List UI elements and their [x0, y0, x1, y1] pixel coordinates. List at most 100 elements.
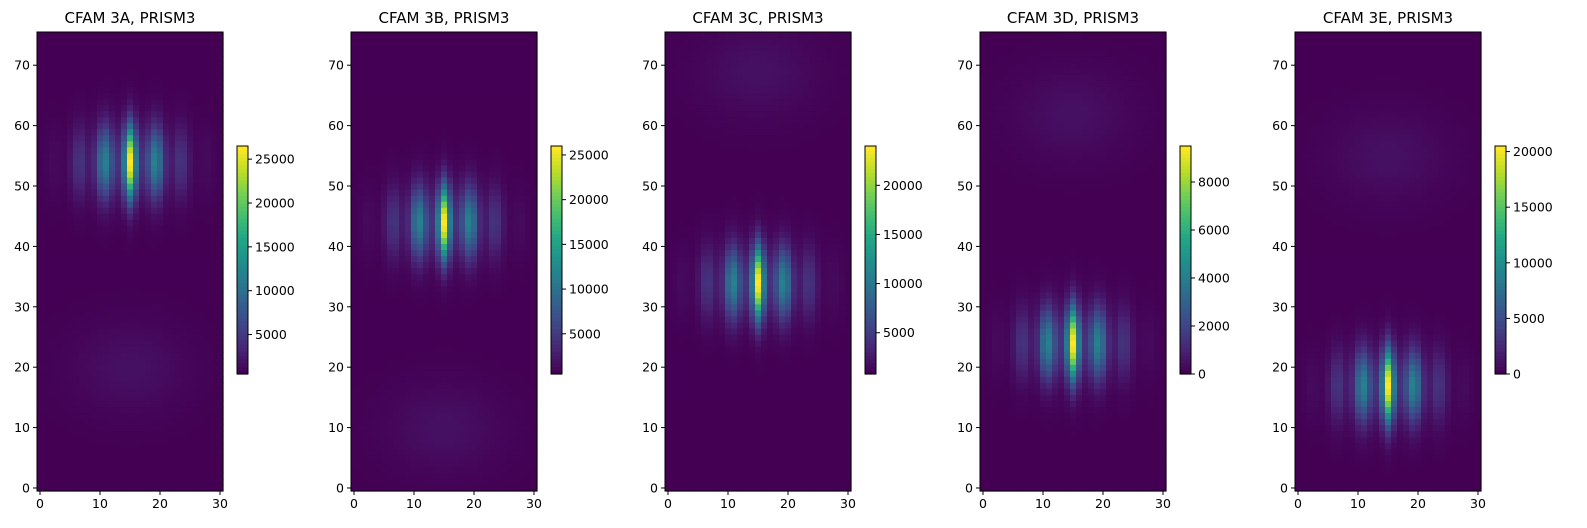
heatmap-cell — [393, 219, 400, 226]
heatmap-cell — [435, 394, 442, 402]
heatmap-cell — [175, 267, 182, 275]
heatmap-cell — [507, 400, 514, 408]
heatmap-cell — [67, 285, 74, 293]
heatmap-cell — [73, 315, 80, 323]
heatmap-cell — [507, 442, 514, 450]
heatmap-cell — [127, 303, 134, 311]
heatmap-cell — [447, 430, 454, 438]
heatmap-cell — [363, 176, 370, 184]
heatmap-cell — [501, 249, 508, 257]
heatmap-cell — [193, 484, 200, 492]
heatmap-cell — [393, 110, 400, 118]
heatmap-cell — [193, 327, 200, 335]
heatmap-cell — [501, 62, 508, 69]
heatmap-cell — [677, 472, 684, 480]
heatmap-cell — [121, 44, 128, 51]
heatmap-cell — [199, 62, 206, 69]
heatmap-cell — [471, 454, 478, 462]
heatmap-cell — [423, 56, 430, 63]
heatmap-cell — [127, 442, 134, 450]
heatmap-cell — [459, 110, 466, 118]
heatmap-cell — [43, 164, 50, 172]
heatmap-cell — [103, 249, 110, 257]
heatmap-cell — [507, 327, 514, 335]
heatmap-cell — [393, 140, 400, 148]
heatmap-cell — [393, 333, 400, 341]
heatmap-cell — [369, 478, 376, 486]
heatmap-cell — [411, 472, 418, 480]
heatmap-cell — [405, 92, 412, 100]
heatmap-cell — [61, 140, 68, 148]
heatmap-cell — [441, 170, 448, 178]
heatmap-cell — [417, 352, 424, 359]
heatmap-cell — [49, 327, 56, 335]
heatmap-cell — [429, 388, 436, 395]
colorbar-segment — [551, 256, 562, 261]
heatmap-cell — [37, 484, 44, 492]
heatmap-cell — [381, 279, 388, 287]
heatmap-cell — [217, 207, 224, 214]
heatmap-cell — [417, 50, 424, 57]
heatmap-cell — [73, 44, 80, 51]
heatmap-cell — [525, 478, 532, 486]
heatmap-cell — [199, 466, 206, 474]
heatmap-cell — [501, 436, 508, 444]
heatmap-cell — [103, 412, 110, 420]
heatmap-cell — [133, 340, 140, 347]
heatmap-cell — [55, 62, 62, 69]
heatmap-cell — [351, 249, 358, 257]
heatmap-cell — [97, 285, 104, 293]
heatmap-cell — [513, 110, 520, 118]
heatmap-cell — [489, 279, 496, 287]
heatmap-cell — [423, 364, 430, 371]
heatmap-cell — [79, 213, 86, 220]
heatmap-cell — [483, 74, 490, 81]
heatmap-cell — [79, 249, 86, 257]
heatmap-cell — [139, 291, 146, 299]
heatmap-cell — [411, 327, 418, 335]
heatmap-cell — [43, 340, 50, 347]
heatmap-cell — [37, 134, 44, 142]
heatmap-cell — [411, 176, 418, 184]
heatmap-cell — [133, 321, 140, 329]
heatmap-cell — [399, 466, 406, 474]
heatmap-cell — [103, 134, 110, 142]
heatmap-cell — [79, 364, 86, 371]
heatmap-cell — [55, 80, 62, 87]
heatmap-cell — [737, 478, 744, 486]
heatmap-cell — [175, 231, 182, 238]
heatmap-cell — [157, 62, 164, 69]
heatmap-cell — [423, 460, 430, 468]
heatmap-cell — [67, 430, 74, 438]
heatmap-cell — [441, 484, 448, 492]
heatmap-cell — [37, 472, 44, 480]
heatmap-cell — [73, 454, 80, 462]
heatmap-cell — [61, 225, 68, 232]
heatmap-cell — [495, 394, 502, 402]
colorbar-segment — [551, 286, 562, 291]
heatmap-cell — [767, 472, 774, 480]
heatmap-cell — [477, 370, 484, 377]
heatmap-cell — [115, 364, 122, 371]
colorbar-segment — [551, 149, 562, 155]
heatmap-cell — [127, 182, 134, 190]
heatmap-cell — [525, 207, 532, 214]
heatmap-cell — [67, 80, 74, 87]
colorbar-segment — [237, 165, 248, 170]
heatmap-cell — [471, 86, 478, 93]
heatmap-cell — [387, 478, 394, 486]
heatmap-cell — [489, 98, 496, 106]
heatmap-cell — [193, 358, 200, 365]
heatmap-cell — [531, 388, 538, 395]
heatmap-cell — [73, 56, 80, 63]
heatmap-cell — [199, 152, 206, 160]
heatmap-cell — [357, 255, 364, 263]
heatmap-cell — [97, 340, 104, 347]
heatmap-cell — [157, 273, 164, 281]
heatmap-cell — [127, 388, 134, 395]
heatmap-cell — [151, 140, 158, 148]
heatmap-cell — [351, 128, 358, 136]
heatmap-cell — [381, 285, 388, 293]
heatmap-cell — [459, 472, 466, 480]
heatmap-cell — [43, 201, 50, 208]
